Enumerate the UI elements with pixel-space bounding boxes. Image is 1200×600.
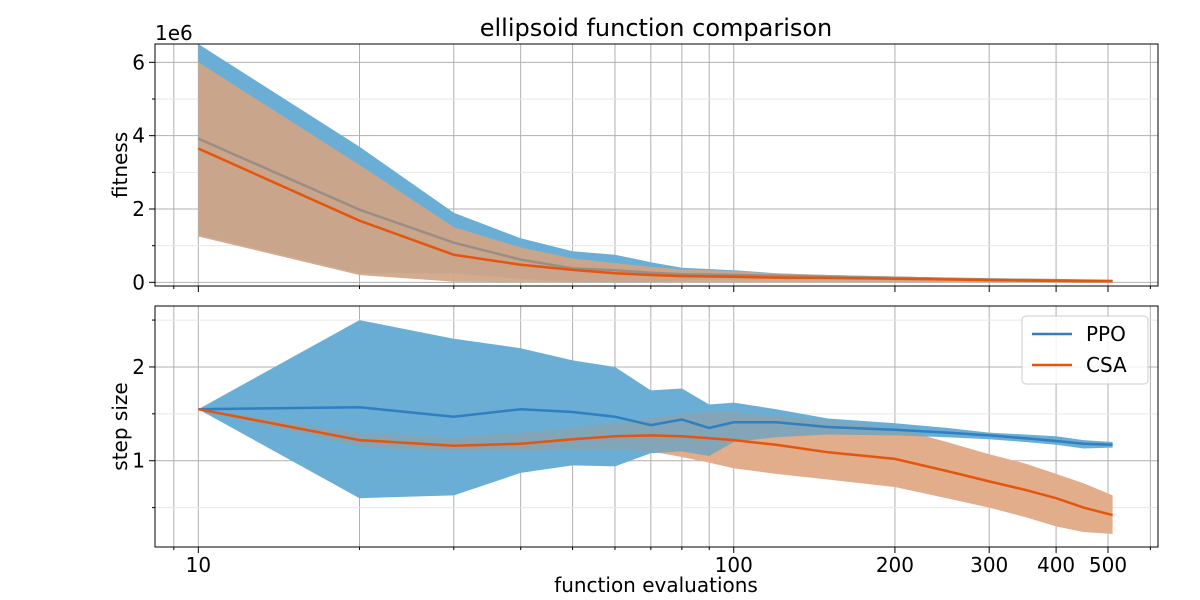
x-tick-label: 10	[186, 553, 211, 577]
legend-box	[1021, 315, 1149, 385]
plot-frame	[154, 305, 1159, 548]
y-tick-label: 6	[132, 50, 145, 74]
y-axis-label: fitness	[108, 132, 132, 198]
csa-mean-line	[197, 147, 1113, 283]
series-layer	[197, 44, 1113, 283]
y-tick-label: 0	[132, 270, 145, 294]
overlap-band	[198, 409, 1113, 534]
chart-title: ellipsoid function comparison	[480, 14, 833, 42]
x-tick-label: 500	[1089, 553, 1127, 577]
x-tick-label: 300	[970, 553, 1008, 577]
overlap-band	[198, 62, 1113, 283]
csa-mean-line	[198, 407, 1113, 517]
y-tick-label: 1	[132, 449, 145, 473]
y-tick-label: 2	[132, 355, 145, 379]
legend-label-ppo: PPO	[1086, 322, 1126, 346]
legend-label-csa: CSA	[1086, 353, 1127, 377]
y-axis-label: step size	[108, 382, 132, 470]
x-tick-label: 200	[876, 553, 914, 577]
panel-fitness: 0 2 4 6 fitness 1e6	[108, 21, 1159, 294]
ppo-mean-line	[198, 406, 1113, 447]
plot-frame	[154, 43, 1159, 287]
x-tick-label: 400	[1037, 553, 1075, 577]
y-tick-label: 4	[132, 124, 145, 148]
y-offset-label: 1e6	[155, 21, 193, 45]
legend: PPO CSA	[1021, 315, 1149, 385]
x-axis-label: function evaluations	[554, 573, 758, 597]
y-tick-label: 2	[132, 197, 145, 221]
series-layer	[198, 320, 1113, 534]
ppo-range-band	[198, 320, 1113, 499]
x-tick-label: 100	[715, 553, 753, 577]
